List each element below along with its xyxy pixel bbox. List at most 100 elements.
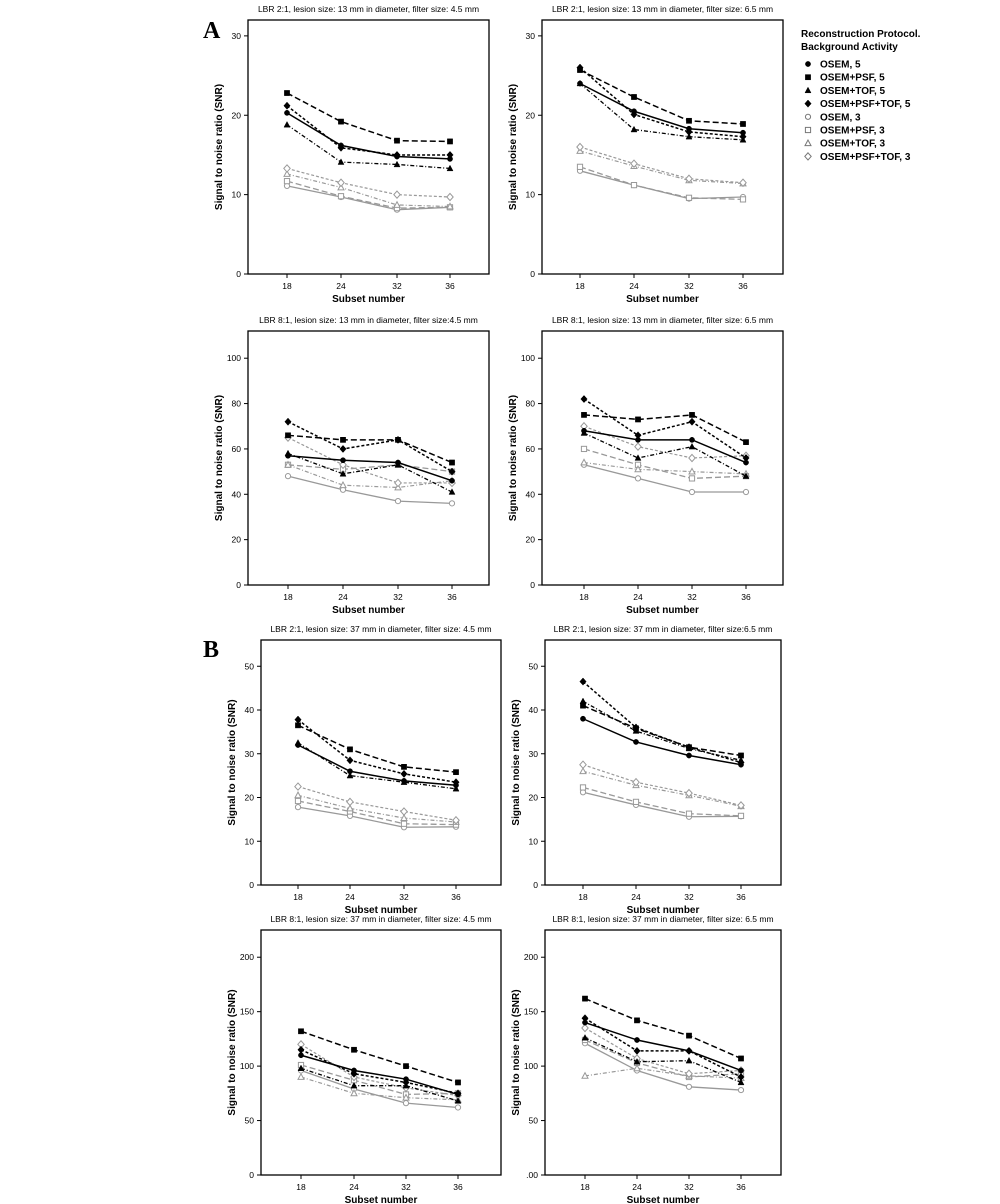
x-tick-label: 18 [580, 1182, 590, 1192]
series-6 [579, 784, 745, 819]
series-1 [295, 742, 459, 789]
data-point [738, 1055, 744, 1062]
legend-marker-3 [804, 86, 812, 94]
data-point [738, 1067, 744, 1074]
y-tick-label: 40 [245, 705, 255, 715]
y-axis-label: Signal to noise ratio (SNR) [511, 699, 522, 825]
y-axis-label: Signal to noise ratio (SNR) [508, 395, 519, 521]
data-point [340, 457, 346, 464]
data-point [402, 1093, 410, 1101]
series-4 [581, 1014, 745, 1081]
x-axis-label: Subset number [345, 905, 418, 916]
data-point [452, 778, 460, 787]
y-axis-label: Signal to noise ratio (SNR) [227, 989, 238, 1115]
data-point [297, 1072, 305, 1080]
series-line [287, 452, 453, 493]
y-axis-label: Signal to noise ratio (SNR) [214, 84, 225, 210]
series-line [582, 704, 742, 757]
section-label-a: A [203, 18, 221, 44]
series-line [286, 167, 451, 198]
data-point [580, 458, 588, 466]
legend-marker-1 [805, 61, 811, 67]
legend-item-label-4: OSEM+PSF+TOF, 5 [820, 99, 911, 110]
x-axis-label: Subset number [332, 294, 405, 305]
series-line [584, 1017, 742, 1078]
series-1 [580, 715, 744, 768]
series-line [584, 1042, 742, 1091]
data-point [689, 437, 695, 443]
x-tick-label: 36 [736, 1182, 746, 1192]
data-point [688, 453, 696, 463]
data-point [401, 764, 407, 770]
y-axis-label: Signal to noise ratio (SNR) [227, 699, 238, 825]
y-tick-label: 50 [245, 1116, 255, 1126]
y-tick-label: 10 [232, 190, 242, 200]
data-point [739, 132, 747, 141]
data-point [449, 459, 455, 466]
plot-frame [541, 330, 784, 586]
data-point [576, 79, 584, 87]
y-tick-label: 0 [533, 880, 538, 890]
y-tick-label: 50 [245, 661, 255, 671]
y-tick-label: 100 [524, 1061, 538, 1071]
data-point [446, 150, 454, 159]
y-tick-label: 50 [529, 1116, 539, 1126]
data-point [739, 196, 747, 203]
x-tick-label: 18 [293, 892, 303, 902]
data-point [688, 467, 696, 475]
y-tick-label: 0 [530, 269, 535, 279]
chart-panel-5: LBR 2:1, lesion size: 37 mm in diameter,… [227, 624, 502, 916]
chart-title: LBR 2:1, lesion size: 37 mm in diameter,… [270, 624, 491, 634]
chart-title: LBR 2:1, lesion size: 13 mm in diameter,… [552, 4, 773, 14]
data-point [394, 137, 400, 144]
series-line [583, 448, 747, 480]
data-point [737, 1086, 745, 1094]
data-point [394, 478, 402, 488]
legend-item-label-8: OSEM+PSF+TOF, 3 [820, 152, 911, 163]
series-8 [579, 760, 745, 810]
series-4 [580, 395, 750, 462]
series-line [579, 146, 744, 184]
data-point [742, 472, 750, 479]
x-tick-label: 32 [684, 1182, 694, 1192]
series-2 [577, 67, 746, 127]
y-tick-label: 0 [236, 580, 241, 590]
data-point [740, 121, 746, 127]
data-point [630, 110, 638, 119]
data-point [581, 1023, 589, 1033]
series-line [297, 724, 457, 773]
plot-frame [247, 330, 490, 586]
legend: Reconstruction Protocol. Background Acti… [801, 29, 921, 163]
series-line [286, 173, 451, 208]
data-point [283, 164, 291, 173]
x-tick-label: 24 [336, 281, 346, 291]
x-tick-label: 32 [393, 592, 403, 602]
chart-title: LBR 2:1, lesion size: 37 mm in diameter,… [554, 624, 773, 634]
series-4 [576, 63, 747, 141]
data-point [393, 150, 401, 159]
data-point [685, 127, 693, 136]
data-point [582, 995, 588, 1002]
data-point [347, 746, 353, 753]
data-point [448, 500, 456, 507]
data-point [739, 178, 747, 188]
data-point [737, 1073, 745, 1081]
series-2 [295, 722, 459, 775]
data-point [449, 477, 455, 484]
y-tick-label: 10 [526, 190, 536, 200]
data-point [403, 1063, 409, 1069]
data-point [635, 416, 641, 423]
series-line [300, 1049, 459, 1095]
x-tick-label: 32 [684, 281, 694, 291]
data-point [284, 473, 292, 480]
data-point [393, 200, 401, 208]
data-point [346, 771, 354, 779]
data-point [400, 820, 408, 827]
chart-title: LBR 8:1, lesion size: 37 mm in diameter,… [552, 914, 773, 924]
data-point [339, 444, 347, 453]
legend-item-label-2: OSEM+PSF, 5 [820, 73, 885, 84]
legend-item-label-6: OSEM+PSF, 3 [820, 126, 885, 137]
series-1 [581, 427, 749, 466]
data-point [294, 782, 302, 791]
y-tick-label: 0 [530, 580, 535, 590]
